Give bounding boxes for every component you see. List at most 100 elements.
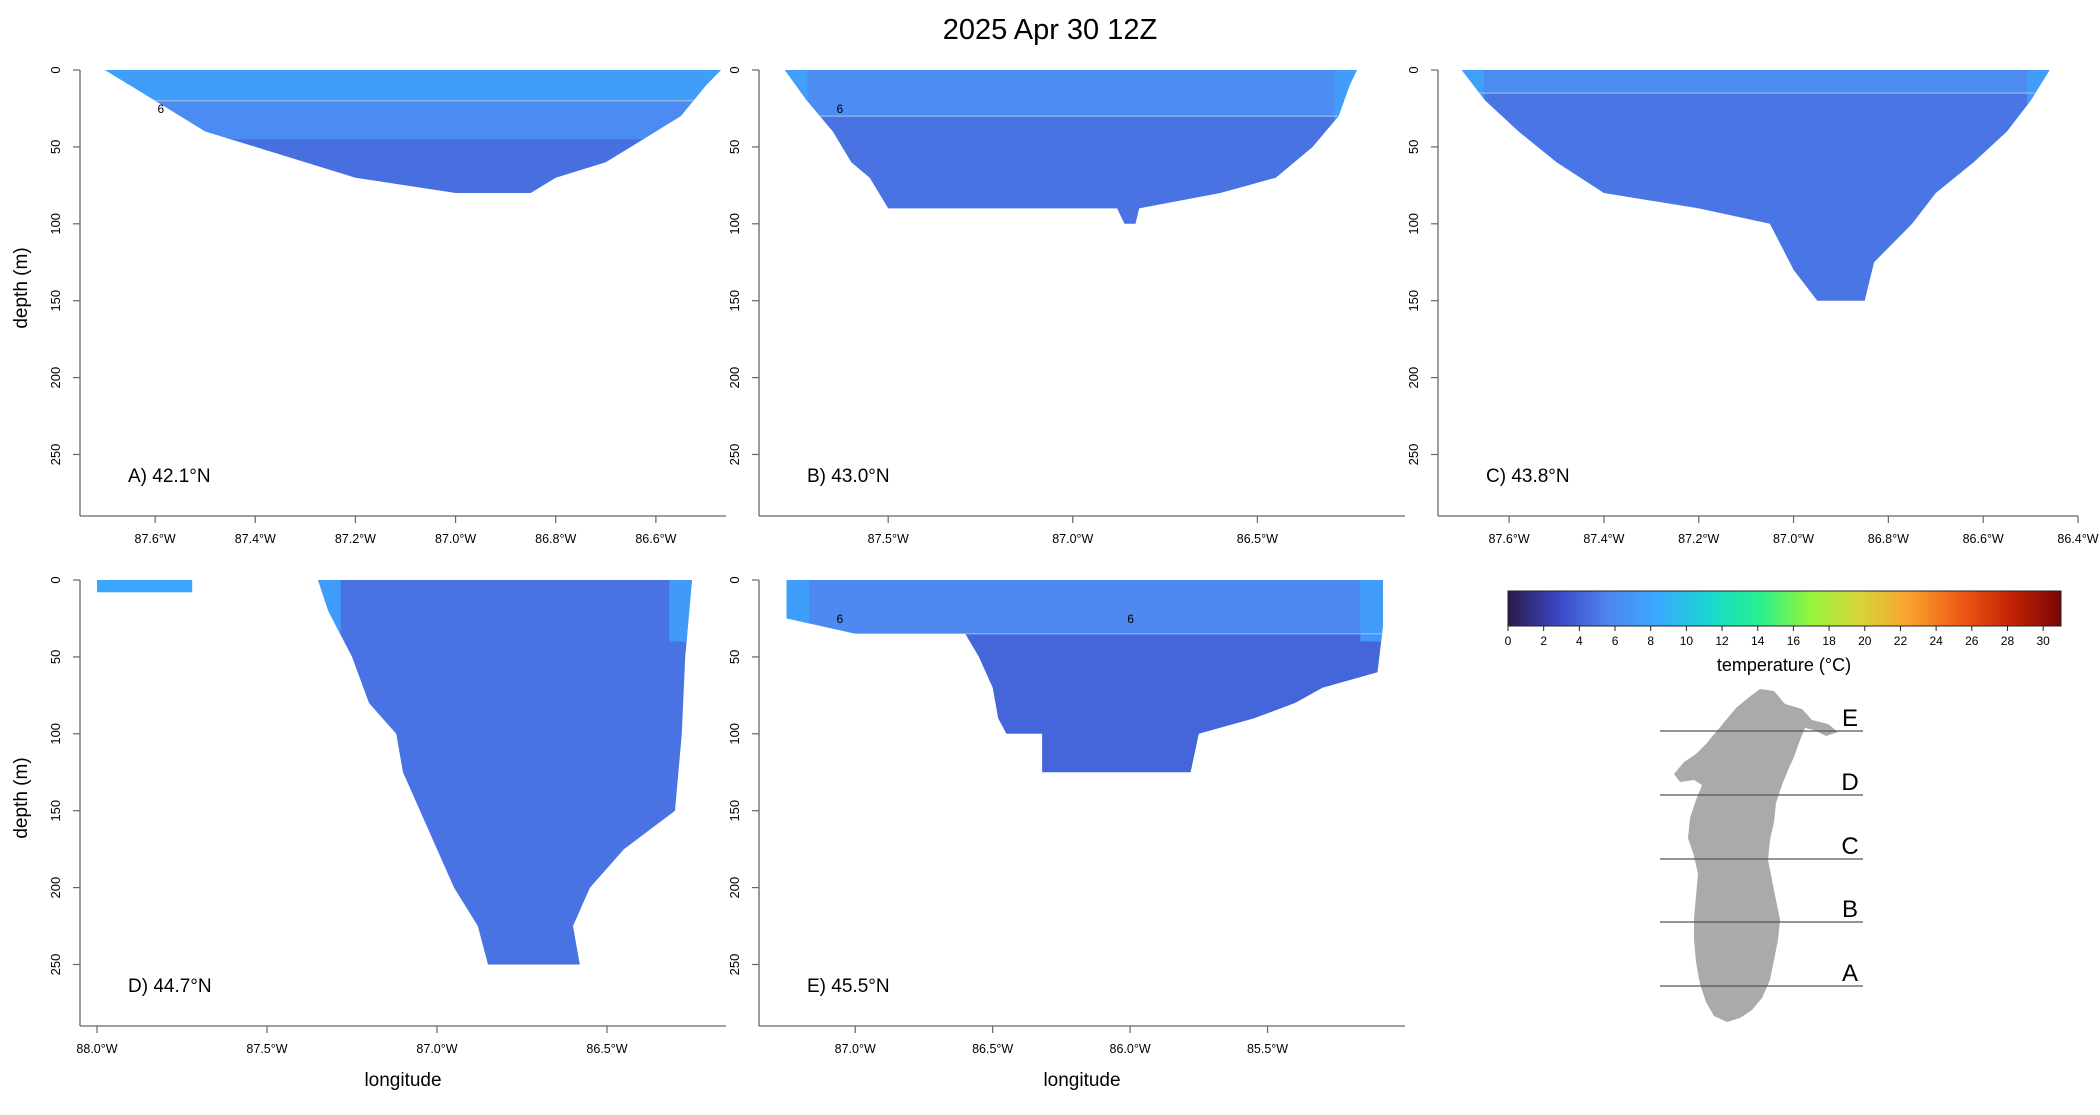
lake-map: E D C B A <box>1660 689 1863 1022</box>
temperature-layer <box>1461 93 2050 301</box>
x-tick-label: 86.6°W <box>635 532 676 546</box>
x-tick-label: 86.6°W <box>1963 532 2004 546</box>
colorbar-tick-label: 18 <box>1822 634 1836 648</box>
temperature-field <box>318 580 692 965</box>
colorbar-tick-label: 4 <box>1576 634 1583 648</box>
contour-label: 6 <box>837 102 844 116</box>
contour-label: 6 <box>1127 612 1134 626</box>
y-tick-label: 50 <box>48 650 63 664</box>
transect-label: B <box>1842 896 1858 923</box>
ylabel-bottom: depth (m) <box>11 757 32 839</box>
nearshore-warm-edge <box>669 580 692 642</box>
colorbar-tick-label: 6 <box>1612 634 1619 648</box>
panel-E: 6 6 0 50 100 150 200 250 87.0°W 86.5°W 86.0°W 85.5°… <box>727 576 1405 1056</box>
colorbar-gradient <box>1507 590 2062 627</box>
y-tick-label: 50 <box>727 140 742 154</box>
colorbar-tick-label: 0 <box>1505 634 1512 648</box>
x-tick-label: 87.5°W <box>246 1042 287 1056</box>
y-tick-label: 100 <box>727 213 742 235</box>
transect-label: D <box>1841 769 1858 796</box>
temperature-layer <box>784 116 1357 224</box>
y-tick-label: 150 <box>1406 290 1421 312</box>
nearshore-warm-edge <box>318 580 341 642</box>
x-tick-label: 86.8°W <box>535 532 576 546</box>
colorbar-tick-label: 30 <box>2036 634 2050 648</box>
temperature-layer <box>105 139 721 193</box>
figure-title: 2025 Apr 30 12Z <box>942 14 1158 46</box>
y-tick-label: 50 <box>727 650 742 664</box>
panel-label: B) 43.0°N <box>807 466 890 487</box>
x-tick-label: 85.5°W <box>1247 1042 1288 1056</box>
panel-C: 0 50 100 150 200 250 87.6°W 87.4°W 87.2°W 87.0°W 8… <box>1406 66 2099 546</box>
panel-D: 0 50 100 150 200 250 88.0°W 87.5°W 87.0°W 86.5°W D… <box>48 576 726 1056</box>
y-tick-label: 200 <box>48 367 63 389</box>
y-tick-label: 250 <box>48 444 63 466</box>
y-tick-label: 200 <box>48 877 63 899</box>
x-tick-label: 87.2°W <box>1678 532 1719 546</box>
colorbar-tick-label: 8 <box>1647 634 1654 648</box>
temperature-layer <box>786 633 1383 773</box>
colorbar-tick-label: 24 <box>1929 634 1943 648</box>
nearshore-island-layer <box>97 580 193 593</box>
xlabel-left: longitude <box>364 1070 442 1091</box>
temperature-layer <box>784 70 1357 118</box>
x-tick-label: 86.0°W <box>1110 1042 1151 1056</box>
panel-label: C) 43.8°N <box>1486 466 1570 487</box>
y-tick-label: 150 <box>727 800 742 822</box>
y-tick-label: 0 <box>727 66 742 73</box>
nearshore-warm-edge <box>698 70 721 132</box>
y-tick-label: 0 <box>1406 66 1421 73</box>
temperature-field <box>105 70 721 193</box>
colorbar-label: temperature (°C) <box>1717 655 1851 675</box>
y-tick-label: 100 <box>1406 213 1421 235</box>
x-tick-label: 87.0°W <box>1052 532 1093 546</box>
contour-label: 6 <box>158 102 165 116</box>
nearshore-warm-edge <box>786 580 810 642</box>
x-tick-label: 88.0°W <box>76 1042 117 1056</box>
x-tick-label: 86.5°W <box>1237 532 1278 546</box>
y-tick-label: 100 <box>48 723 63 745</box>
x-tick-label: 87.0°W <box>416 1042 457 1056</box>
ylabel-top: depth (m) <box>11 247 32 329</box>
colorbar-tick-label: 2 <box>1540 634 1547 648</box>
temperature-layer <box>105 70 721 102</box>
contour-label: 6 <box>837 612 844 626</box>
temperature-field <box>784 70 1357 224</box>
transect-label: A <box>1842 960 1858 987</box>
nearshore-warm-edge <box>1360 580 1383 642</box>
temperature-layer <box>786 580 1383 635</box>
y-tick-label: 0 <box>48 66 63 73</box>
colorbar-tick-label: 12 <box>1715 634 1729 648</box>
colorbar-tick-label: 22 <box>1894 634 1908 648</box>
nearshore-warm-edge <box>1334 70 1357 132</box>
y-tick-label: 100 <box>727 723 742 745</box>
temperature-layer <box>318 580 692 965</box>
y-tick-label: 100 <box>48 213 63 235</box>
panel-label: D) 44.7°N <box>128 976 212 997</box>
x-tick-label: 86.8°W <box>1868 532 1909 546</box>
y-tick-label: 200 <box>727 367 742 389</box>
nearshore-warm-edge <box>1461 70 1485 132</box>
y-tick-label: 250 <box>727 954 742 976</box>
panel-A: 6 0 50 100 150 200 250 87.6°W 87.4°W 87.2°W 87.0°W… <box>48 66 726 546</box>
y-tick-label: 250 <box>1406 444 1421 466</box>
y-tick-label: 50 <box>48 140 63 154</box>
x-tick-label: 87.6°W <box>135 532 176 546</box>
x-tick-label: 86.4°W <box>2057 532 2098 546</box>
transect-label: E <box>1842 705 1858 732</box>
x-tick-label: 87.4°W <box>1583 532 1624 546</box>
temperature-layer <box>1461 70 2050 95</box>
panel-label: E) 45.5°N <box>807 976 890 997</box>
temperature-field <box>786 580 1383 773</box>
transect-label: C <box>1841 833 1858 860</box>
temperature-layer <box>105 100 721 141</box>
colorbar-tick-label: 20 <box>1858 634 1872 648</box>
y-tick-label: 0 <box>727 576 742 583</box>
y-tick-label: 250 <box>727 444 742 466</box>
x-tick-label: 87.2°W <box>335 532 376 546</box>
lake-michigan-shape <box>1674 689 1838 1022</box>
x-tick-label: 87.0°W <box>835 1042 876 1056</box>
